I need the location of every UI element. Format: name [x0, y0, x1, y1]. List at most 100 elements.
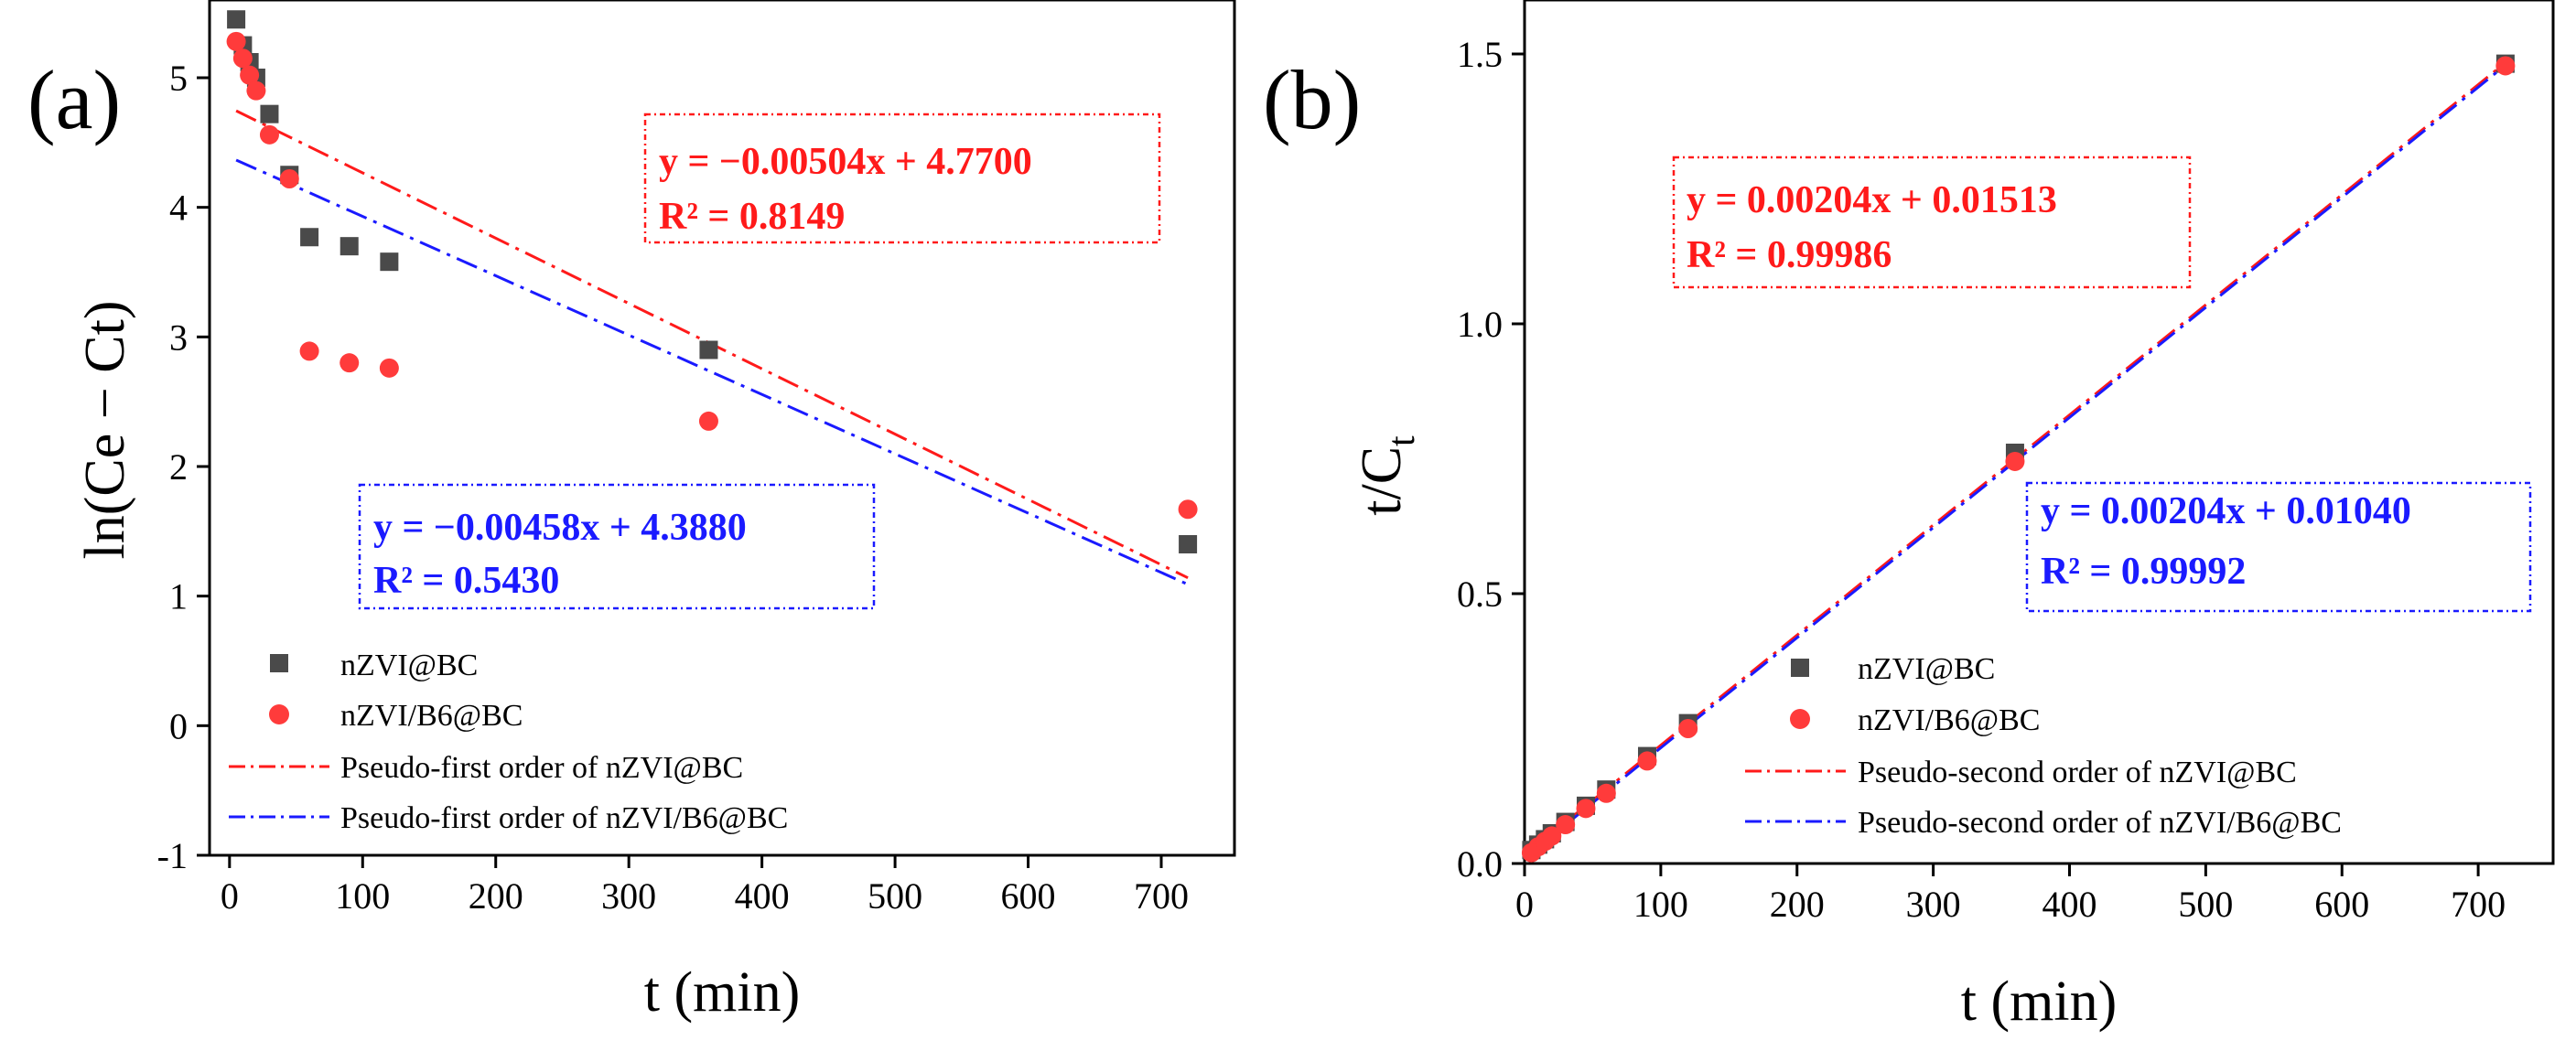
- data-point-square: [699, 340, 718, 359]
- data-point-square: [227, 10, 246, 29]
- legend-label-nzvi-b6-bc: nZVI/B6@BC: [340, 699, 523, 733]
- panel-b: (b) 0 100 200 300 400 500 600 700 0.00.51.01.5 …: [1263, 0, 2555, 1033]
- panel-b-label: (b): [1263, 53, 1361, 146]
- x-tick-label: 300: [601, 875, 656, 917]
- y-tick-label: 2: [169, 446, 188, 488]
- data-point-circle: [2005, 451, 2025, 471]
- panel-a-data-points: [226, 10, 1198, 553]
- panel-b-blue-equation-box: y = 0.00204x + 0.01040 R² = 0.99992: [2025, 481, 2532, 613]
- panel-b-red-equation-frame: [1672, 156, 2192, 289]
- panel-a: (a) 0 100 200 300 400 500 600 700 -1 0 1 2 3 4 5 t (m…: [27, 0, 1236, 1024]
- y-tick-label: -1: [157, 835, 188, 876]
- panel-a-red-equation: y = −0.00504x + 4.7700: [659, 141, 1032, 183]
- x-tick-label: 0: [1515, 884, 1534, 925]
- y-tick-label: 3: [169, 316, 188, 358]
- panel-a-y-ticks: -1 0 1 2 3 4 5: [157, 58, 210, 876]
- legend-square-marker: [270, 654, 288, 672]
- legend-circle-marker: [269, 704, 289, 724]
- y-tick-label: 1: [169, 576, 188, 617]
- panel-a-blue-r-squared: R² = 0.5430: [373, 560, 559, 602]
- fit-line: [235, 158, 1189, 586]
- x-tick-label: 100: [1633, 884, 1688, 925]
- data-point-circle: [1596, 783, 1616, 803]
- x-tick-label: 700: [1134, 875, 1189, 917]
- x-tick-label: 0: [221, 875, 239, 917]
- data-point-circle: [279, 169, 299, 188]
- panel-a-red-equation-box: y = −0.00504x + 4.7700 R² = 0.8149: [643, 113, 1161, 244]
- panel-b-y-ticks: 0.0 0.5 1.0 1.5: [1457, 34, 1525, 885]
- y-tick-label: 4: [169, 188, 188, 229]
- panel-b-blue-r-squared: R² = 0.99992: [2041, 551, 2246, 593]
- legend-label-pso-nzvi-bc: Pseudo-second order of nZVI@BC: [1858, 756, 2297, 789]
- data-point-circle: [226, 31, 246, 51]
- panel-b-blue-equation-frame: [2025, 481, 2532, 613]
- x-tick-label: 300: [1906, 884, 1961, 925]
- legend-label-pfo-nzvi-b6-bc: Pseudo-first order of nZVI/B6@BC: [340, 801, 788, 835]
- x-tick-label: 400: [2042, 884, 2096, 925]
- x-tick-label: 500: [868, 875, 922, 917]
- panel-b-red-r-squared: R² = 0.99986: [1687, 234, 1892, 276]
- panel-a-legend: nZVI@BC nZVI/B6@BC Pseudo-first order of…: [229, 649, 788, 835]
- y-tick-label: 1.0: [1457, 304, 1503, 345]
- panel-b-legend: nZVI@BC nZVI/B6@BC Pseudo-second order o…: [1745, 652, 2342, 840]
- panel-b-y-axis-main: t/C: [1351, 446, 1413, 516]
- data-point-circle: [299, 341, 319, 361]
- x-tick-label: 500: [2178, 884, 2233, 925]
- panel-a-x-axis-title: t (min): [644, 961, 800, 1024]
- data-point-circle: [240, 65, 260, 85]
- data-point-square: [260, 104, 279, 123]
- panel-a-label: (a): [27, 53, 121, 146]
- panel-a-blue-equation: y = −0.00458x + 4.3880: [373, 507, 747, 549]
- data-point-circle: [2495, 56, 2516, 76]
- y-tick-label: 1.5: [1457, 34, 1503, 75]
- x-tick-label: 100: [335, 875, 390, 917]
- panel-a-red-equation-frame: [643, 113, 1161, 244]
- legend-square-marker: [1791, 659, 1809, 677]
- panel-a-y-axis-title: ln(Ce − Ct): [74, 301, 136, 560]
- data-point-circle: [1637, 751, 1657, 771]
- data-point-circle: [1542, 826, 1562, 846]
- legend-label-nzvi-b6-bc: nZVI/B6@BC: [1858, 703, 2040, 737]
- x-tick-label: 600: [1001, 875, 1056, 917]
- data-point-circle: [259, 124, 279, 145]
- data-point-square: [380, 252, 399, 272]
- y-tick-label: 5: [169, 58, 188, 99]
- data-point-circle: [246, 80, 266, 101]
- legend-label-pfo-nzvi-bc: Pseudo-first order of nZVI@BC: [340, 751, 743, 785]
- data-point-circle: [1556, 815, 1576, 835]
- panel-b-plot-area: 0 100 200 300 400 500 600 700 0.0 0.5 1.0 1.5: [1457, 0, 2555, 925]
- panel-b-red-equation: y = 0.00204x + 0.01513: [1687, 179, 2057, 221]
- x-tick-label: 200: [1770, 884, 1825, 925]
- data-point-square: [300, 228, 319, 247]
- panel-b-x-ticks: 0 100 200 300 400 500 600 700: [1515, 864, 2506, 925]
- legend-label-nzvi-bc: nZVI@BC: [340, 649, 478, 682]
- panel-b-data-points: [1521, 54, 2516, 863]
- panel-b-y-axis-subscript: t: [1381, 435, 1423, 446]
- data-point-circle: [698, 411, 718, 431]
- legend-label-pso-nzvi-b6-bc: Pseudo-second order of nZVI/B6@BC: [1858, 806, 2342, 840]
- data-point-square: [1179, 535, 1198, 553]
- panel-b-blue-equation: y = 0.00204x + 0.01040: [2041, 490, 2411, 532]
- data-point-square: [340, 237, 359, 256]
- legend-circle-marker: [1790, 709, 1810, 729]
- panel-a-axes-frame: [208, 0, 1236, 857]
- y-tick-label: 0.5: [1457, 574, 1503, 615]
- data-point-circle: [1678, 719, 1698, 738]
- panel-a-blue-equation-box: y = −0.00458x + 4.3880 R² = 0.5430: [358, 483, 876, 610]
- panel-a-plot-area: 0 100 200 300 400 500 600 700 -1 0 1 2 3 4 5: [157, 0, 1236, 917]
- panel-b-red-equation-box: y = 0.00204x + 0.01513 R² = 0.99986: [1672, 156, 2192, 289]
- data-point-circle: [1178, 499, 1198, 520]
- panel-b-x-axis-title: t (min): [1961, 971, 2117, 1033]
- data-point-circle: [379, 358, 399, 378]
- legend-label-nzvi-bc: nZVI@BC: [1858, 652, 1995, 686]
- data-point-circle: [232, 48, 253, 69]
- panel-a-blue-equation-frame: [358, 483, 876, 610]
- y-tick-label: 0: [169, 705, 188, 746]
- panel-b-axes-frame: [1523, 0, 2555, 865]
- panel-b-y-axis-title: t/Ct: [1351, 435, 1423, 516]
- panel-a-x-ticks: 0 100 200 300 400 500 600 700: [221, 855, 1189, 917]
- x-tick-label: 200: [469, 875, 523, 917]
- x-tick-label: 700: [2451, 884, 2506, 925]
- y-tick-label: 0.0: [1457, 843, 1503, 885]
